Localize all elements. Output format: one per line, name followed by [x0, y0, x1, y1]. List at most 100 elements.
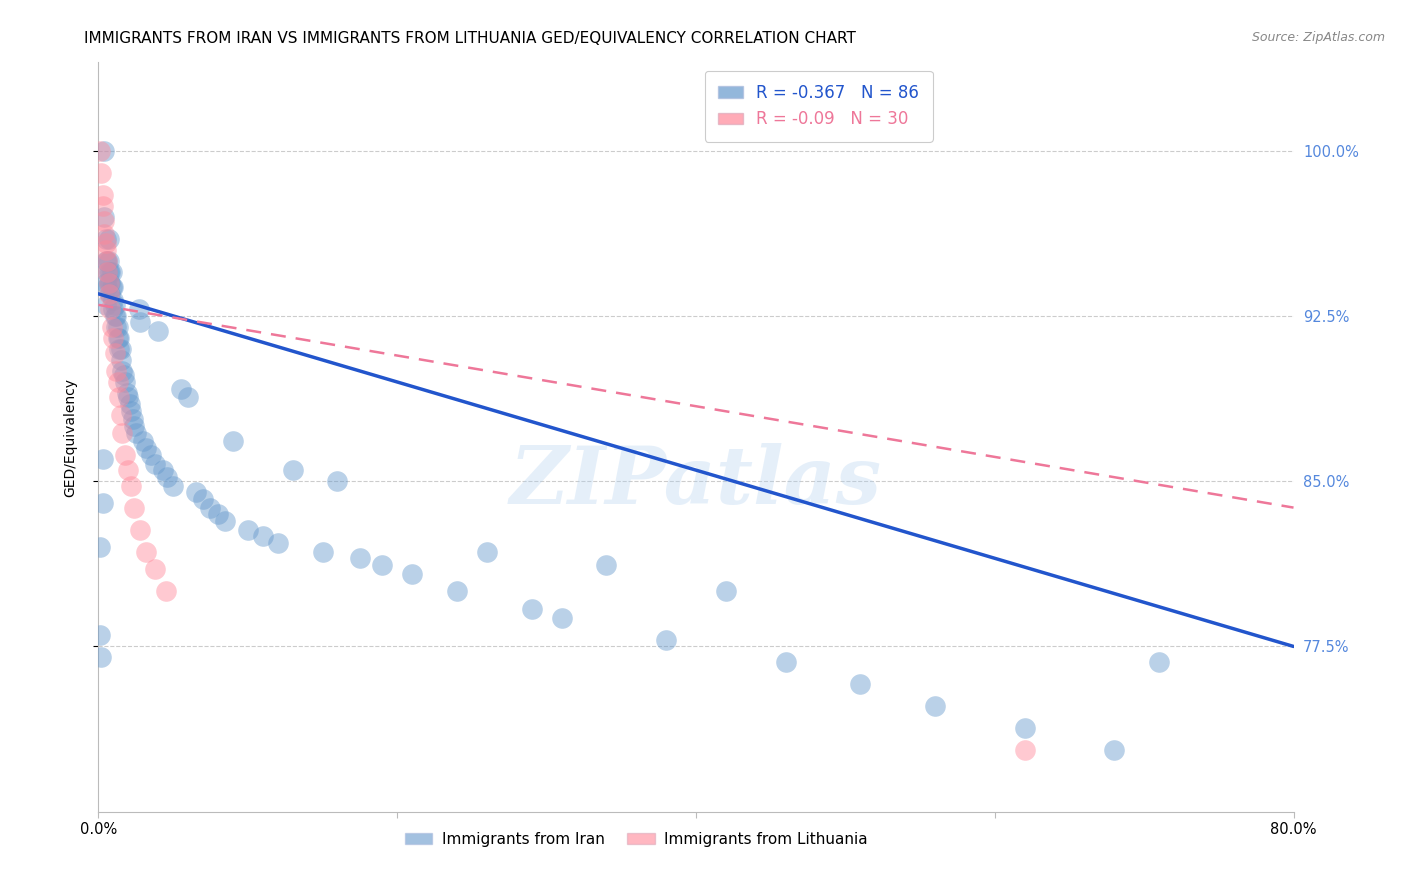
Point: [120, 403, 142, 417]
Point: [98, 302, 122, 317]
Point: [214, 514, 236, 528]
Point: [97, 265, 120, 279]
Point: [267, 536, 290, 550]
Point: [101, 280, 124, 294]
Point: [94, 243, 117, 257]
Point: [103, 302, 125, 317]
Point: [96, 253, 118, 268]
Point: [155, 584, 177, 599]
Point: [110, 342, 132, 356]
Point: [401, 566, 423, 581]
Text: Source: ZipAtlas.com: Source: ZipAtlas.com: [1251, 31, 1385, 45]
Point: [94, 232, 117, 246]
Point: [207, 507, 229, 521]
Point: [655, 632, 678, 647]
Point: [103, 331, 125, 345]
Point: [326, 474, 349, 488]
Point: [97, 276, 120, 290]
Text: ZIPatlas: ZIPatlas: [510, 443, 882, 521]
Point: [89, 144, 111, 158]
Point: [121, 412, 143, 426]
Point: [117, 463, 139, 477]
Point: [104, 298, 127, 312]
Point: [143, 457, 166, 471]
Point: [775, 655, 797, 669]
Point: [94, 253, 117, 268]
Point: [91, 187, 114, 202]
Point: [96, 265, 118, 279]
Point: [1104, 743, 1126, 757]
Point: [1014, 743, 1036, 757]
Point: [94, 236, 117, 251]
Point: [91, 452, 114, 467]
Point: [595, 558, 617, 572]
Legend: Immigrants from Iran, Immigrants from Lithuania: Immigrants from Iran, Immigrants from Li…: [399, 826, 873, 853]
Point: [120, 478, 142, 492]
Point: [1014, 721, 1036, 735]
Point: [108, 391, 131, 405]
Point: [135, 544, 157, 558]
Point: [191, 491, 214, 506]
Y-axis label: GED/Equivalency: GED/Equivalency: [63, 377, 77, 497]
Point: [520, 602, 543, 616]
Text: IMMIGRANTS FROM IRAN VS IMMIGRANTS FROM LITHUANIA GED/EQUIVALENCY CORRELATION CH: IMMIGRANTS FROM IRAN VS IMMIGRANTS FROM …: [84, 31, 856, 46]
Point: [1147, 655, 1170, 669]
Point: [200, 500, 222, 515]
Point: [93, 227, 115, 242]
Point: [125, 425, 148, 440]
Point: [111, 425, 134, 440]
Point: [108, 331, 131, 345]
Point: [96, 253, 118, 268]
Point: [129, 523, 152, 537]
Point: [105, 319, 128, 334]
Point: [104, 346, 127, 360]
Point: [101, 265, 124, 279]
Point: [90, 650, 112, 665]
Point: [135, 441, 157, 455]
Point: [107, 319, 129, 334]
Point: [97, 253, 120, 268]
Point: [107, 331, 129, 345]
Point: [924, 698, 946, 713]
Point: [177, 391, 200, 405]
Point: [281, 463, 304, 477]
Point: [93, 144, 115, 158]
Point: [89, 628, 111, 642]
Point: [446, 584, 468, 599]
Point: [114, 375, 136, 389]
Point: [475, 544, 498, 558]
Point: [98, 286, 122, 301]
Point: [162, 478, 184, 492]
Point: [97, 232, 120, 246]
Point: [252, 529, 274, 543]
Point: [371, 558, 394, 572]
Point: [98, 265, 122, 279]
Point: [184, 485, 207, 500]
Point: [105, 309, 128, 323]
Point: [93, 214, 115, 228]
Point: [105, 364, 128, 378]
Point: [97, 276, 120, 290]
Point: [349, 551, 371, 566]
Point: [103, 280, 125, 294]
Point: [118, 397, 141, 411]
Point: [94, 276, 117, 290]
Point: [101, 319, 124, 334]
Point: [97, 286, 120, 301]
Point: [124, 419, 146, 434]
Point: [96, 280, 118, 294]
Point: [115, 386, 138, 401]
Point: [104, 309, 127, 323]
Point: [110, 408, 132, 422]
Point: [110, 353, 132, 368]
Point: [108, 342, 131, 356]
Point: [849, 677, 872, 691]
Point: [129, 316, 152, 330]
Point: [148, 324, 170, 338]
Point: [132, 434, 155, 449]
Point: [89, 541, 111, 555]
Point: [107, 375, 129, 389]
Point: [90, 166, 112, 180]
Point: [222, 434, 245, 449]
Point: [98, 276, 122, 290]
